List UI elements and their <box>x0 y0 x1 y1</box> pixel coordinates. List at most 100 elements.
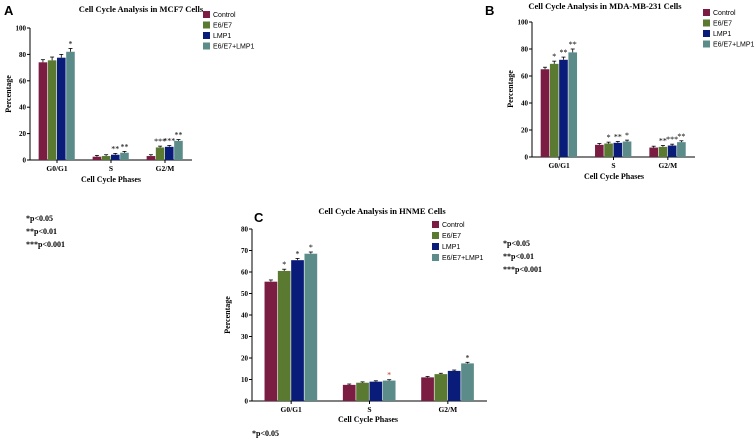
legend-label: E6/E7+LMP1 <box>442 255 484 262</box>
bar-control-g2-m <box>649 147 658 157</box>
y-tick-label: 0 <box>23 157 27 165</box>
y-tick-label: 40 <box>521 100 529 108</box>
bar-e6-e7-s <box>356 382 369 401</box>
legend-swatch <box>432 232 439 239</box>
significance-marker: *** <box>154 137 166 146</box>
significance-marker: ** <box>614 132 622 141</box>
panel-letter: B <box>485 3 494 18</box>
significance-marker: ** <box>174 131 182 140</box>
significance-marker: *** <box>666 135 678 144</box>
bar-lmp1-g2-m <box>667 145 677 157</box>
chart-panel-b: B Cell Cycle Analysis in MDA-MB-231 Cells… <box>485 1 755 274</box>
y-axis-label: Percentage <box>223 296 232 334</box>
x-axis-label: Cell Cycle Phases <box>338 415 398 424</box>
legend-swatch <box>703 40 710 48</box>
bar-lmp1-s <box>613 142 623 157</box>
significance-note: *p<0.05 <box>26 214 53 223</box>
significance-note: *p<0.05 <box>503 239 530 248</box>
chart-panel-c: C Cell Cycle Analysis in HNME Cells 0 10 20 3… <box>223 206 487 438</box>
bar-lmp1-g0-g1 <box>57 57 66 161</box>
y-tick-label: 20 <box>19 130 27 138</box>
y-tick-label: 70 <box>241 247 249 255</box>
x-tick-label: G0/G1 <box>46 164 68 173</box>
bar-e6-e7-g2-m <box>155 147 165 160</box>
bar-e6-e7-g0-g1 <box>47 60 57 161</box>
y-tick-label: 30 <box>241 333 249 341</box>
bar-e6-e7-lmp1-g0-g1 <box>568 52 578 157</box>
y-tick-label: 0 <box>245 398 249 406</box>
significance-marker: ** <box>120 142 128 151</box>
y-tick-label: 50 <box>241 290 249 298</box>
y-tick-label: 80 <box>241 226 249 234</box>
significance-marker: ** <box>569 40 577 49</box>
bar-control-g0-g1 <box>264 281 278 401</box>
legend-swatch <box>703 30 710 37</box>
x-tick-label: S <box>109 164 113 173</box>
significance-marker: * <box>387 371 391 380</box>
significance-note: *p<0.05 <box>252 429 279 438</box>
significance-marker: *** <box>163 136 175 145</box>
y-axis-label: Percentage <box>4 75 13 113</box>
legend-label: Control <box>713 10 736 17</box>
bar-e6-e7-lmp1-g2-m <box>461 363 474 401</box>
y-tick-label: 80 <box>19 51 27 59</box>
significance-marker: * <box>607 133 611 142</box>
bar-e6-e7-lmp1-s <box>120 152 129 160</box>
y-tick-label: 20 <box>521 127 529 135</box>
x-tick-label: S <box>367 405 371 414</box>
bar-control-g0-g1 <box>540 69 550 157</box>
y-tick-label: 100 <box>16 25 27 33</box>
y-tick-label: 80 <box>521 46 529 54</box>
significance-note: ***p<0.001 <box>26 240 65 249</box>
bar-lmp1-g0-g1 <box>291 260 304 401</box>
legend-swatch <box>703 9 710 16</box>
bar-e6-e7-lmp1-g2-m <box>174 140 183 160</box>
legend-swatch <box>203 21 210 29</box>
significance-marker: * <box>68 39 72 48</box>
bar-lmp1-s <box>369 381 383 401</box>
panel-letter: C <box>254 210 264 225</box>
bar-control-g0-g1 <box>38 62 48 160</box>
legend-swatch <box>203 32 210 39</box>
x-tick-label: G2/M <box>658 161 677 170</box>
y-tick-label: 60 <box>521 73 529 81</box>
bar-e6-e7-s <box>101 156 111 160</box>
significance-note: **p<0.01 <box>503 252 534 261</box>
legend-swatch <box>432 243 439 250</box>
significance-marker: * <box>309 243 313 252</box>
significance-marker: ** <box>111 144 119 153</box>
legend-swatch <box>203 42 210 50</box>
y-tick-label: 0 <box>525 154 529 162</box>
chart-panel-a: A Cell Cycle Analysis in MCF7 Cells 0 20 40 6… <box>4 3 255 249</box>
legend-label: LMP1 <box>713 31 731 38</box>
y-tick-label: 100 <box>518 19 529 27</box>
legend-label: LMP1 <box>442 244 460 251</box>
significance-marker: * <box>552 52 556 61</box>
bar-control-s <box>92 156 102 160</box>
x-tick-label: G2/M <box>156 164 175 173</box>
y-tick-label: 10 <box>241 376 249 384</box>
legend-label: E6/E7+LMP1 <box>713 42 755 49</box>
significance-marker: ** <box>677 132 685 141</box>
chart-title: Cell Cycle Analysis in MDA-MB-231 Cells <box>528 1 682 11</box>
bar-e6-e7-g2-m <box>434 374 448 401</box>
bar-e6-e7-lmp1-s <box>382 380 396 401</box>
legend-label: E6/E7 <box>713 21 732 28</box>
legend-swatch <box>703 19 710 27</box>
bar-control-g2-m <box>421 377 434 401</box>
y-tick-label: 40 <box>241 312 249 320</box>
legend-label: Control <box>213 12 236 19</box>
legend-label: LMP1 <box>213 33 231 40</box>
bar-e6-e7-lmp1-g2-m <box>677 142 686 157</box>
legend-swatch <box>432 254 439 261</box>
x-tick-label: S <box>611 161 615 170</box>
bar-e6-e7-g2-m <box>658 146 668 157</box>
y-tick-label: 40 <box>19 104 27 112</box>
bar-lmp1-g0-g1 <box>559 59 568 157</box>
bar-lmp1-g2-m <box>165 146 174 160</box>
bar-e6-e7-lmp1-s <box>622 141 632 157</box>
legend-swatch <box>432 221 439 228</box>
y-tick-label: 60 <box>241 269 249 277</box>
legend-label: E6/E7+LMP1 <box>213 44 255 51</box>
